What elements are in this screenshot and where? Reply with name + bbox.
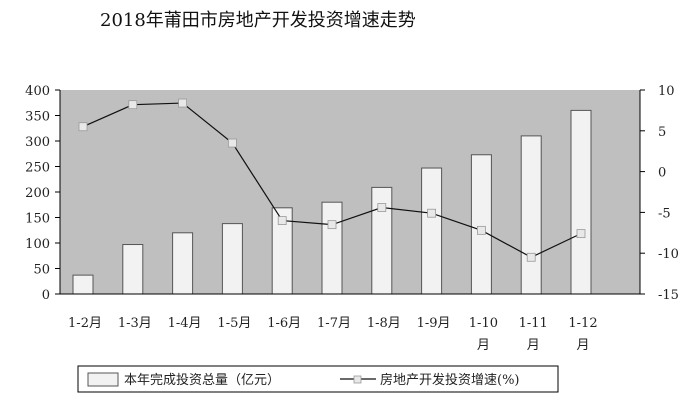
bar [570, 109, 592, 295]
right-tick-label: 0 [658, 166, 666, 181]
category-label-line: 1-3月 [118, 316, 152, 331]
left-tick-label: 200 [25, 186, 50, 201]
category-label-line: 月 [477, 338, 490, 353]
category-label: 1-3月 [118, 316, 152, 331]
category-label-line: 1-12 [568, 316, 597, 331]
category-label: 1-11 月 [519, 316, 548, 353]
legend-line-label: 房地产开发投资增速(%) [380, 372, 520, 388]
plot-area [60, 90, 640, 294]
legend-bar-label: 本年完成投资总量（亿元） [124, 372, 280, 388]
bar [470, 154, 492, 295]
bar [421, 167, 443, 295]
category-label: 1-4月 [168, 316, 202, 331]
right-tick-label: -5 [658, 206, 671, 221]
left-tick-label: 50 [33, 263, 50, 278]
bar [321, 201, 343, 295]
bar [122, 244, 144, 295]
legend-box [77, 365, 559, 393]
category-labels: 1-2月 1-3月 1-4月 1-5月 1-6月 1-7月 1-8月 1-9月 1-10 月1-1… [68, 316, 598, 353]
bar [172, 232, 194, 295]
category-label-line: 1-2月 [68, 316, 102, 331]
category-label-line: 1-4月 [168, 316, 202, 331]
category-label: 1-8月 [367, 316, 401, 331]
line-point [277, 216, 287, 225]
line-point [476, 225, 486, 235]
category-label-line: 1-10 [469, 316, 498, 331]
line-point [227, 138, 237, 148]
category-label: 1-10 月 [469, 316, 498, 353]
category-label: 1-5月 [217, 316, 251, 331]
category-label-line: 1-6月 [267, 316, 301, 331]
line-point [178, 98, 188, 108]
line-point [427, 208, 437, 218]
left-tick-label: 0 [42, 288, 50, 303]
line-point [78, 122, 88, 132]
bar [520, 135, 542, 295]
category-label: 1-7月 [317, 316, 351, 331]
right-tick-label: -10 [658, 247, 679, 262]
category-label: 1-9月 [417, 316, 451, 331]
bar [221, 223, 243, 295]
right-axis-ticks: -15 -10 -5 0 5 10 [640, 84, 679, 303]
left-tick-label: 150 [25, 212, 50, 227]
category-label-line: 月 [527, 338, 540, 353]
category-label-line: 1-11 [519, 316, 548, 331]
right-tick-label: 10 [658, 84, 675, 99]
category-label: 1-6月 [267, 316, 301, 331]
legend: 本年完成投资总量（亿元） 房地产开发投资增速(%) [77, 365, 559, 393]
left-tick-label: 400 [25, 84, 50, 99]
right-tick-label: -15 [658, 288, 679, 303]
category-label-line: 1-7月 [317, 316, 351, 331]
chart-title: 2018年莆田市房地产开发投资增速走势 [100, 10, 416, 31]
legend-line-marker [353, 375, 362, 384]
bar [72, 274, 94, 295]
category-label: 1-12 月 [568, 316, 597, 353]
line-point [327, 220, 337, 230]
line-point [377, 203, 387, 212]
right-tick-label: 5 [658, 125, 666, 140]
category-label-line: 1-8月 [367, 316, 401, 331]
left-tick-label: 300 [25, 135, 50, 150]
left-axis-ticks: 0 50 100 150 200 250 300 350 400 [25, 84, 60, 303]
category-label-line: 1-9月 [417, 316, 451, 331]
legend-bar-swatch [87, 372, 119, 387]
line-series [78, 98, 586, 262]
line-point [128, 100, 138, 110]
category-label-line: 月 [576, 338, 589, 353]
left-tick-label: 350 [25, 110, 50, 125]
category-label: 1-2月 [68, 316, 102, 331]
left-tick-label: 250 [25, 161, 50, 176]
line-point [526, 252, 536, 262]
category-label-line: 1-5月 [217, 316, 251, 331]
left-tick-label: 100 [25, 237, 50, 252]
line-point [576, 229, 586, 239]
